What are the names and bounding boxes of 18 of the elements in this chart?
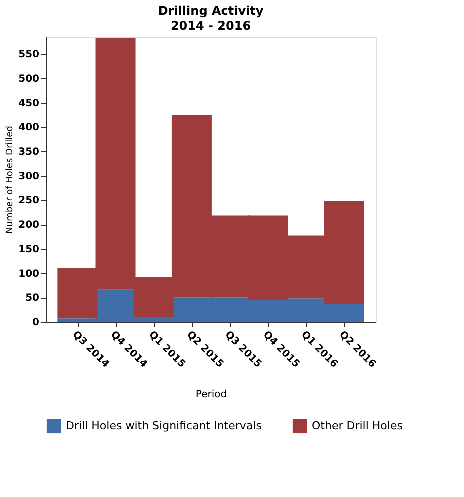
- chart-subtitle: 2014 - 2016: [170, 19, 252, 33]
- x-axis-title: Period: [196, 390, 228, 401]
- legend-label: Drill Holes with Significant Intervals: [66, 419, 262, 432]
- y-tick-label: 400: [18, 122, 40, 134]
- y-tick-label: 0: [32, 318, 40, 328]
- y-tick-label: 150: [18, 244, 40, 256]
- y-tick-label: 350: [18, 146, 40, 158]
- y-tick-label: 450: [18, 98, 40, 110]
- y-tick-label: 500: [18, 74, 40, 85]
- y-tick-label: 250: [18, 196, 40, 207]
- y-tick-label: 300: [18, 171, 40, 182]
- chart-title: Drilling Activity: [158, 4, 264, 18]
- y-tick-label: 550: [18, 50, 40, 61]
- y-axis-title: Number of Holes Drilled: [6, 126, 16, 234]
- y-tick-label: 200: [18, 220, 40, 232]
- legend-label: Other Drill Holes: [312, 419, 404, 432]
- y-tick-label: 100: [18, 268, 40, 280]
- y-tick-label: 50: [26, 293, 40, 304]
